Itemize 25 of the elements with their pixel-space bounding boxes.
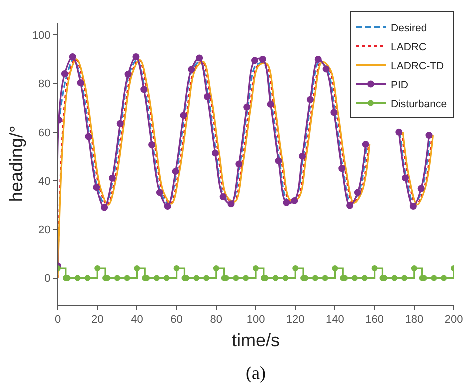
legend-label: PID <box>391 79 409 92</box>
x-tick-label: 80 <box>210 314 223 326</box>
x-tick-label: 160 <box>366 314 384 326</box>
y-tick-label: 100 <box>32 30 51 42</box>
x-tick-label: 140 <box>326 314 344 326</box>
text: (a) <box>246 363 266 383</box>
legend-label: Desired <box>391 22 428 34</box>
y-tick-label: 20 <box>38 224 51 236</box>
x-tick-label: 40 <box>131 314 144 326</box>
x-tick-label: 200 <box>444 314 464 326</box>
x-tick-label: 180 <box>405 314 424 326</box>
legend-label: Disturbance <box>391 98 448 110</box>
y-tick-label: 0 <box>44 273 51 286</box>
y-tick-label: 40 <box>38 176 51 188</box>
x-tick-label: 0 <box>54 314 62 326</box>
x-tick-label: 100 <box>246 314 266 326</box>
x-tick-label: 60 <box>170 314 183 326</box>
x-tick-label: 120 <box>286 314 305 326</box>
legend-label: LADRC <box>391 41 428 54</box>
legend-label: LADRC-TD <box>391 60 444 72</box>
x-axis-title: time/s <box>232 330 280 350</box>
y-tick-label: 80 <box>38 78 51 91</box>
y-tick-label: 60 <box>38 127 51 140</box>
x-tick-label: 20 <box>91 314 104 326</box>
y-axis-title: heading/° <box>6 126 27 202</box>
